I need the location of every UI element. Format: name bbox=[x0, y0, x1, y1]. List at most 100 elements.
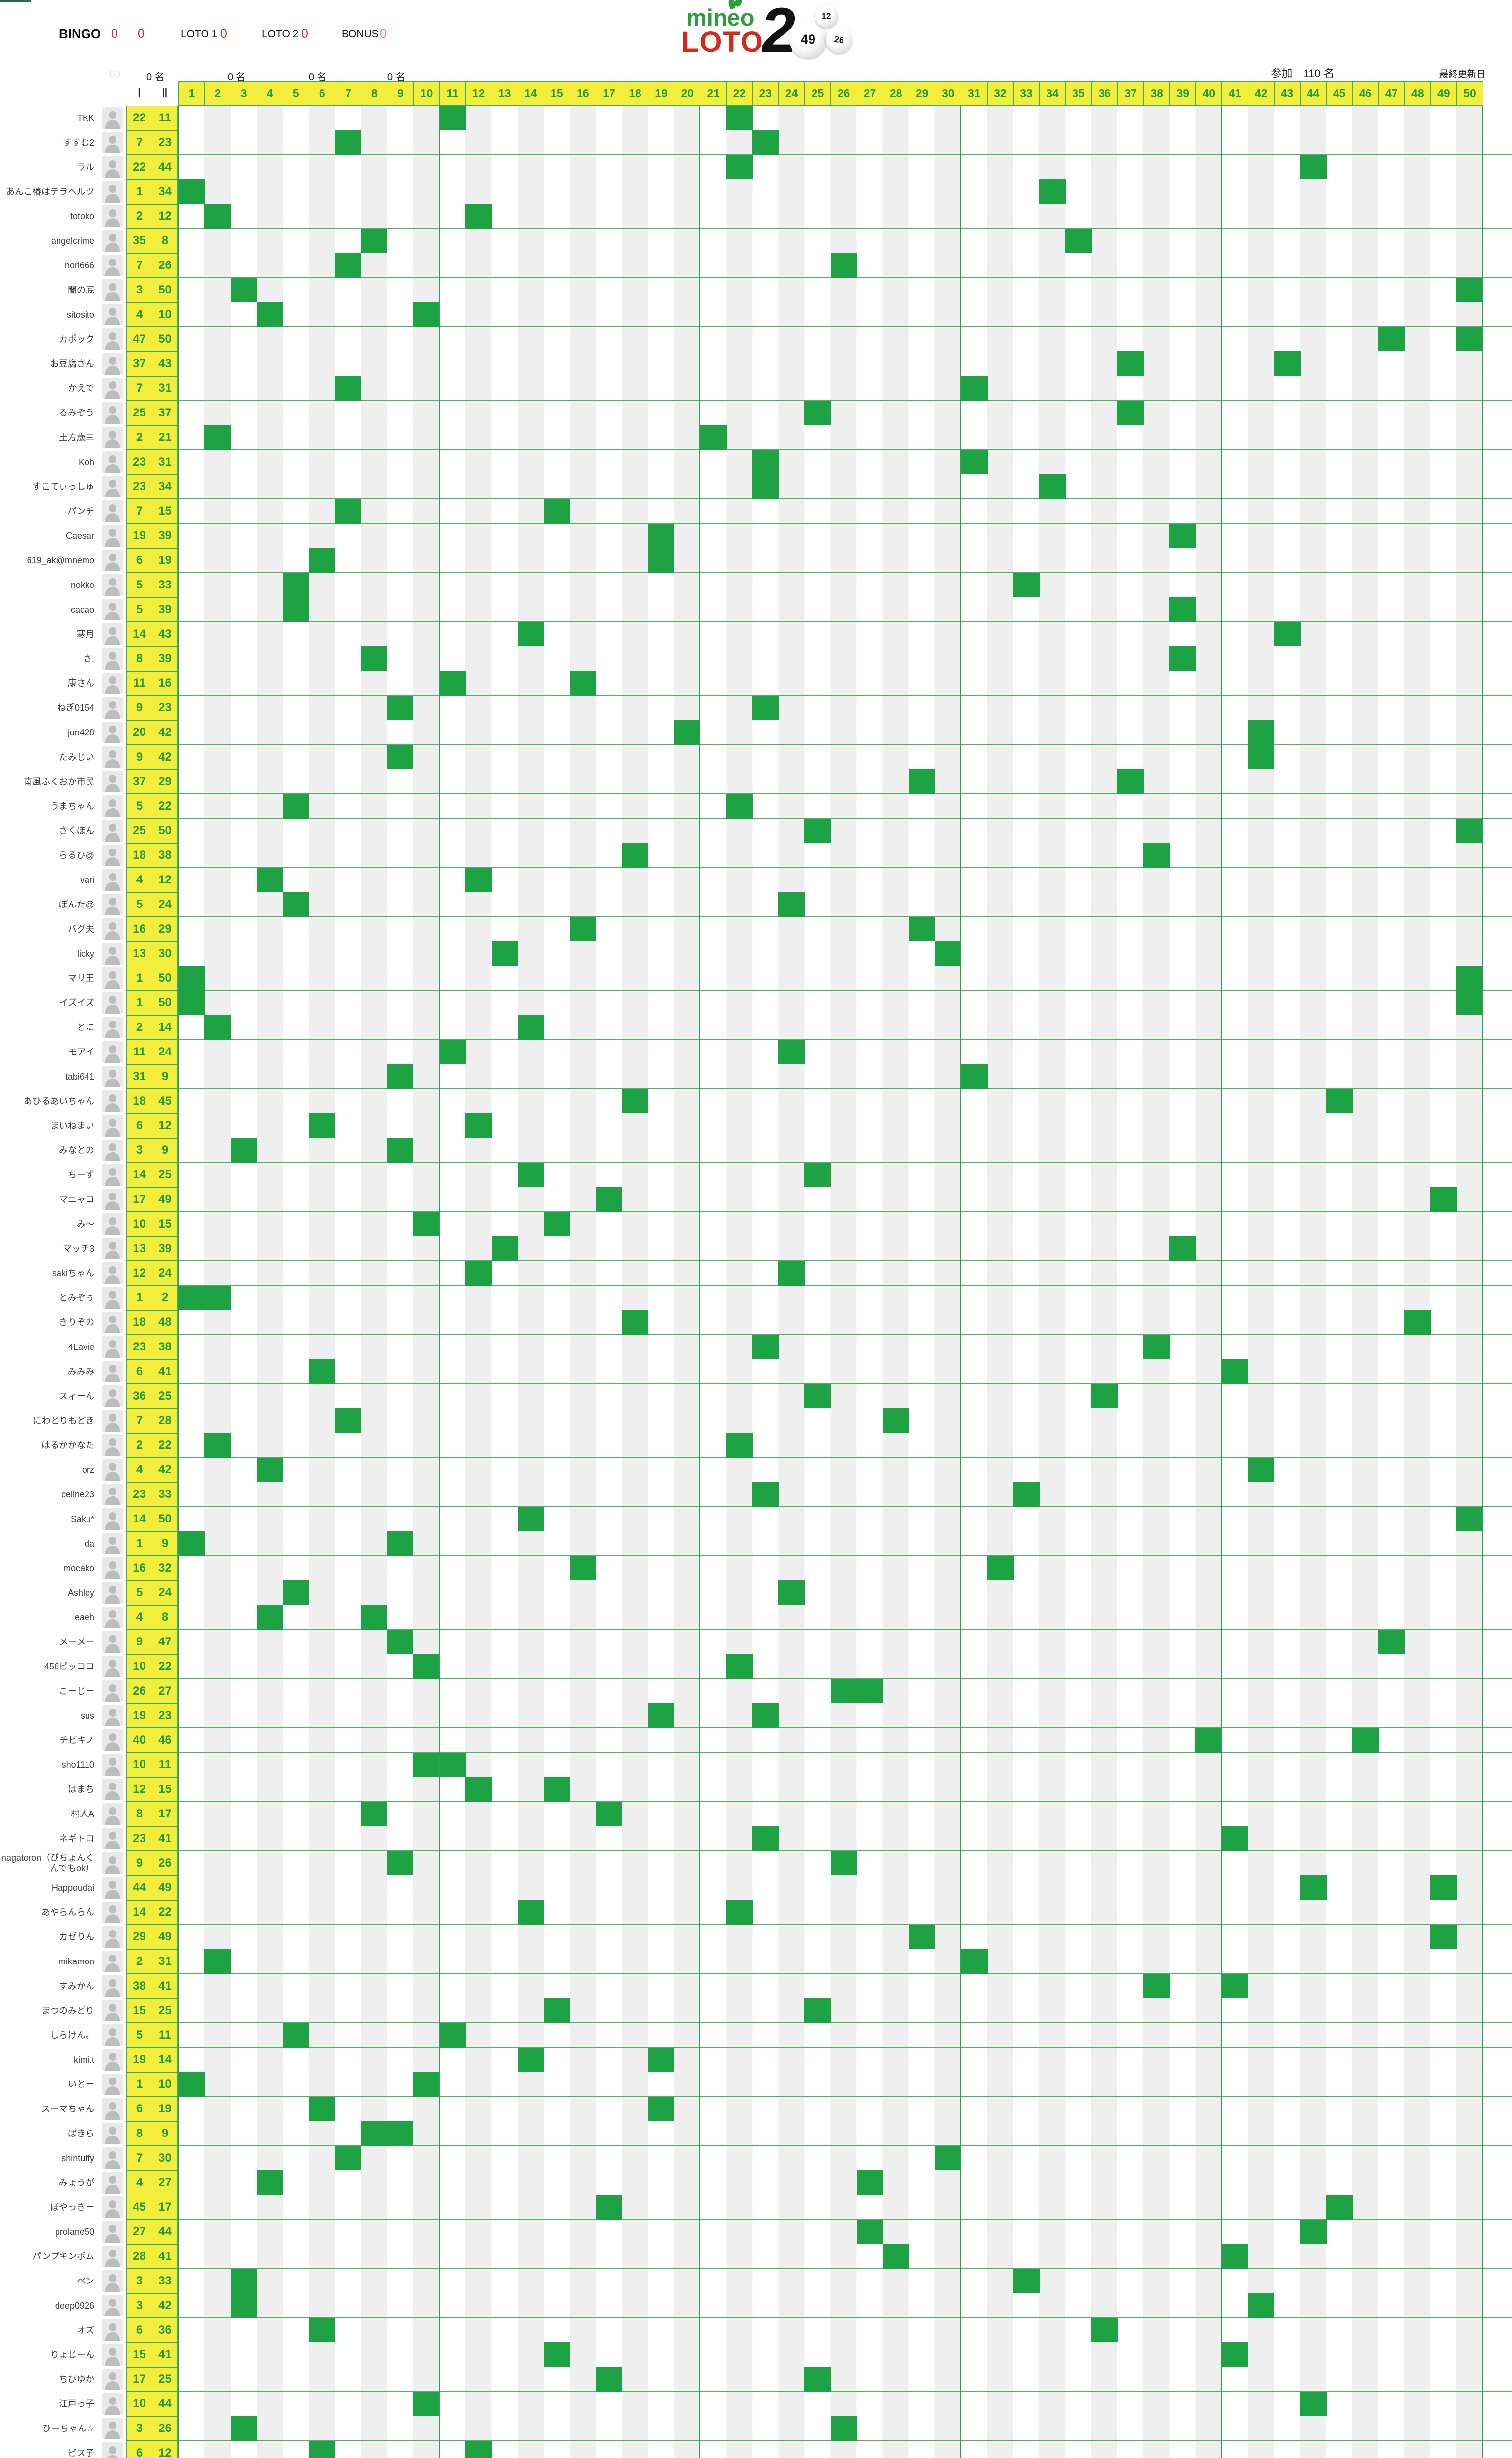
player-name: ペン bbox=[77, 2276, 94, 2286]
avatar bbox=[102, 894, 123, 915]
table-row: 康さん 11 16 bbox=[0, 671, 1512, 696]
number-grid-row bbox=[178, 1630, 1483, 1654]
picked-number-mark bbox=[231, 278, 258, 302]
number-grid-row bbox=[178, 1286, 1483, 1310]
last-updated-cell bbox=[1483, 1679, 1512, 1703]
number-grid-row bbox=[178, 2269, 1483, 2293]
player-name: かえで bbox=[68, 383, 94, 393]
player-name: eaeh bbox=[74, 1612, 94, 1622]
picked-number-mark bbox=[465, 1777, 492, 1802]
number-grid-row bbox=[178, 1826, 1483, 1851]
avatar bbox=[102, 2246, 123, 2267]
column-header-34: 34 bbox=[1039, 81, 1066, 106]
number-grid-row bbox=[178, 1458, 1483, 1482]
avatar bbox=[102, 1164, 123, 1186]
picked-number-mark bbox=[648, 2097, 675, 2121]
picked-number-mark bbox=[387, 745, 414, 769]
player-name: とみぞぅ bbox=[59, 1292, 94, 1303]
player-name: orz bbox=[82, 1464, 94, 1475]
player-name: totoko bbox=[70, 211, 94, 221]
picked-number-mark bbox=[1300, 155, 1327, 179]
pick-2-cell: 17 bbox=[152, 1802, 178, 1826]
pick-2-cell: 23 bbox=[152, 696, 178, 720]
table-row: みみみ 6 41 bbox=[0, 1359, 1512, 1384]
pick-1-cell: 3 bbox=[126, 2269, 152, 2293]
pick-2-cell: 28 bbox=[152, 1408, 178, 1433]
column-header-47: 47 bbox=[1378, 81, 1405, 106]
pick-1-cell: 10 bbox=[126, 1753, 152, 1777]
table-row: mikamon 2 31 bbox=[0, 1949, 1512, 1974]
table-row: kimi.t 19 14 bbox=[0, 2048, 1512, 2072]
table-row: みなとの 3 9 bbox=[0, 1138, 1512, 1163]
pick-2-cell: 26 bbox=[152, 1851, 178, 1875]
last-updated-cell bbox=[1483, 130, 1512, 155]
avatar bbox=[102, 1729, 123, 1751]
column-header-30: 30 bbox=[934, 81, 961, 106]
pick-2-cell: 50 bbox=[152, 1507, 178, 1531]
avatar bbox=[102, 2074, 123, 2095]
table-row: ちーず 14 25 bbox=[0, 1163, 1512, 1187]
picked-number-mark bbox=[517, 2048, 544, 2072]
pick-1-cell: 10 bbox=[126, 2392, 152, 2416]
avatar bbox=[102, 378, 123, 399]
pick-2-cell: 29 bbox=[152, 917, 178, 941]
number-grid-row bbox=[178, 1777, 1483, 1802]
table-row: 闇の底 3 50 bbox=[0, 278, 1512, 302]
number-grid-row bbox=[178, 524, 1483, 548]
picked-number-mark bbox=[309, 2441, 336, 2458]
number-grid-row bbox=[178, 1187, 1483, 1212]
pick-1-cell: 8 bbox=[126, 646, 152, 671]
last-updated-cell bbox=[1483, 917, 1512, 941]
pick-1-cell: 18 bbox=[126, 843, 152, 868]
last-updated-cell bbox=[1483, 376, 1512, 401]
bingo-winner-count: 0 名 bbox=[146, 72, 165, 83]
player-name: お豆腐さん bbox=[50, 358, 94, 369]
pick-2-cell: 44 bbox=[152, 155, 178, 179]
pick-1-cell: 9 bbox=[126, 1630, 152, 1654]
picked-number-mark bbox=[595, 2367, 622, 2392]
last-updated-cell bbox=[1483, 868, 1512, 892]
player-name: スーマちゃん bbox=[41, 2104, 94, 2114]
picked-number-mark bbox=[257, 1458, 284, 1482]
picked-number-mark bbox=[752, 474, 779, 499]
number-grid-row bbox=[178, 2244, 1483, 2269]
player-name: にわとりもどき bbox=[32, 1415, 94, 1426]
pick-1-cell: 18 bbox=[126, 1089, 152, 1113]
table-row: Koh 23 31 bbox=[0, 450, 1512, 474]
picked-number-mark bbox=[309, 1113, 336, 1138]
last-updated-cell bbox=[1483, 106, 1512, 130]
picked-number-mark bbox=[830, 253, 857, 278]
picked-number-mark bbox=[1013, 573, 1040, 597]
pick-1-cell: 27 bbox=[126, 2220, 152, 2244]
number-grid-row bbox=[178, 868, 1483, 892]
pick-2-cell: 32 bbox=[152, 1556, 178, 1580]
number-grid-row bbox=[178, 1605, 1483, 1630]
last-updated-cell bbox=[1483, 892, 1512, 917]
pick-1-cell: 19 bbox=[126, 2048, 152, 2072]
avatar bbox=[102, 476, 123, 497]
pick-1-cell: 9 bbox=[126, 745, 152, 769]
pick-2-cell: 34 bbox=[152, 474, 178, 499]
number-grid-row bbox=[178, 843, 1483, 868]
player-name: mocako bbox=[63, 1563, 94, 1573]
avatar bbox=[102, 869, 123, 891]
table-row: たみじい 9 42 bbox=[0, 745, 1512, 769]
picked-number-mark bbox=[257, 302, 284, 327]
column-header-41: 41 bbox=[1221, 81, 1249, 106]
number-grid-row bbox=[178, 1359, 1483, 1384]
last-updated-cell bbox=[1483, 671, 1512, 696]
column-header-15: 15 bbox=[543, 81, 570, 106]
number-grid-row bbox=[178, 1064, 1483, 1089]
pick-2-cell: 45 bbox=[152, 1089, 178, 1113]
pick-1-cell: 8 bbox=[126, 1802, 152, 1826]
number-grid-row bbox=[178, 376, 1483, 401]
player-name: モアイ bbox=[68, 1047, 94, 1057]
number-grid-row bbox=[178, 622, 1483, 646]
number-grid-row bbox=[178, 2146, 1483, 2170]
avatar bbox=[102, 722, 123, 743]
pick-2-cell: 19 bbox=[152, 2097, 178, 2121]
player-name: ぱきら bbox=[68, 2128, 94, 2138]
picked-number-mark bbox=[335, 130, 362, 155]
pick-2-cell: 25 bbox=[152, 1384, 178, 1408]
avatar bbox=[102, 1287, 123, 1309]
